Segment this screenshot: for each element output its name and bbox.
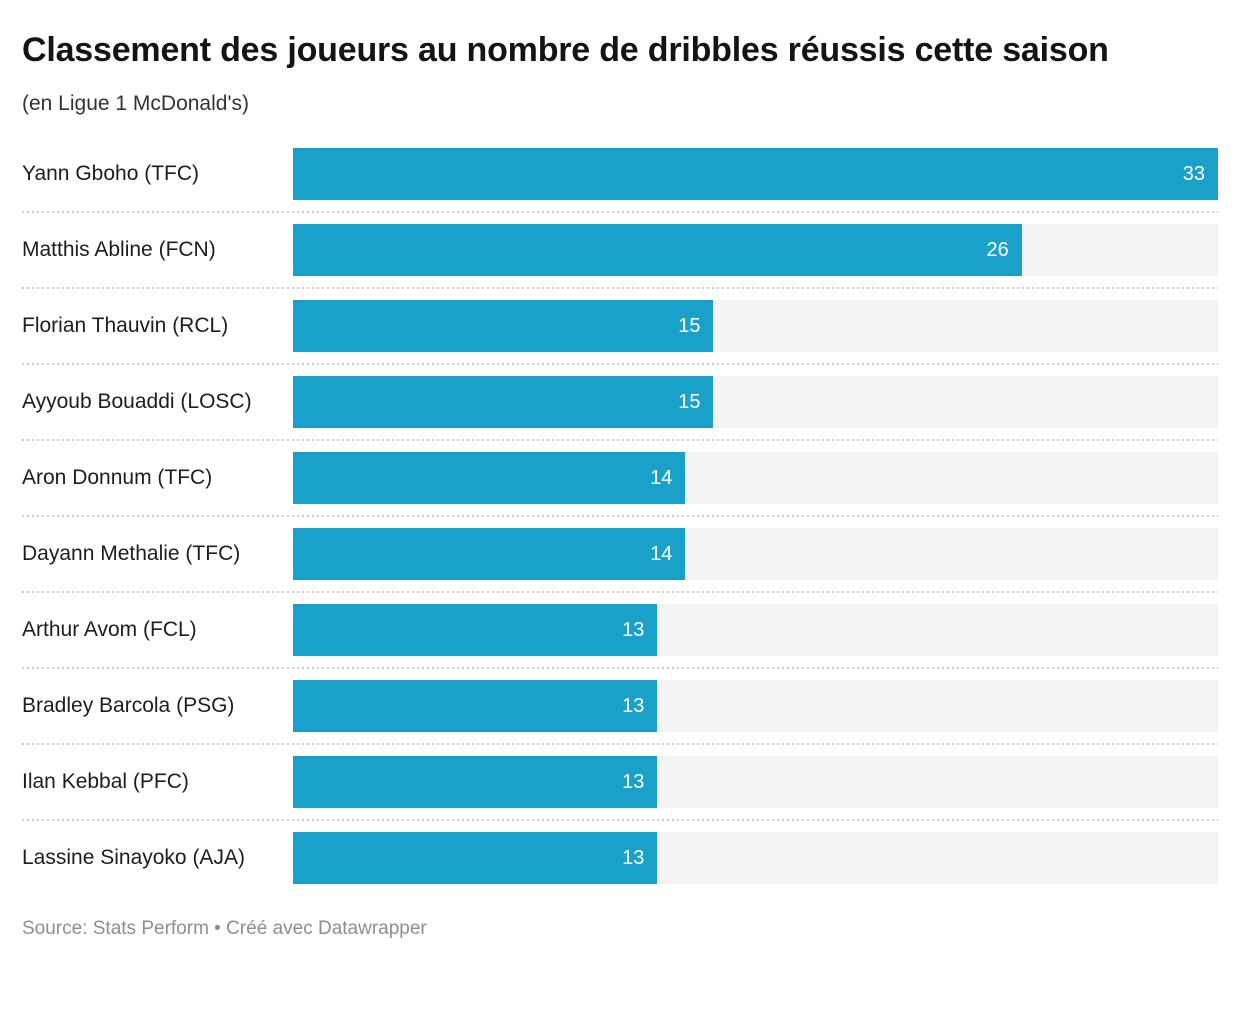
- chart-row: Lassine Sinayoko (AJA) 13: [22, 832, 1218, 884]
- bar-track: 33: [293, 148, 1218, 200]
- bar-value-label: 14: [650, 466, 673, 489]
- chart-subtitle: (en Ligue 1 McDonald's): [22, 92, 249, 115]
- row-separator: [22, 515, 1218, 517]
- bar[interactable]: 14: [293, 528, 686, 580]
- chart-row: Ayyoub Bouaddi (LOSC) 15: [22, 376, 1218, 428]
- bar-track: 13: [293, 680, 1218, 732]
- chart-row: Dayann Methalie (TFC) 14: [22, 528, 1218, 580]
- row-separator: [22, 743, 1218, 745]
- bar-track: 13: [293, 604, 1218, 656]
- bar-track: 13: [293, 832, 1218, 884]
- bar-value-label: 13: [622, 618, 645, 641]
- row-separator: [22, 287, 1218, 289]
- chart-title: Classement des joueurs au nombre de drib…: [22, 31, 1109, 69]
- bar-label: Florian Thauvin (RCL): [22, 314, 229, 337]
- bar-value-label: 26: [986, 238, 1009, 261]
- bar-value-label: 15: [678, 390, 701, 413]
- bar[interactable]: 13: [293, 604, 658, 656]
- row-separator: [22, 211, 1218, 213]
- bar[interactable]: 13: [293, 832, 658, 884]
- bar[interactable]: 13: [293, 680, 658, 732]
- row-separator: [22, 667, 1218, 669]
- bar-value-label: 33: [1182, 162, 1205, 185]
- bar-label: Ayyoub Bouaddi (LOSC): [22, 390, 252, 413]
- bar-value-label: 13: [622, 846, 645, 869]
- chart-row: Arthur Avom (FCL) 13: [22, 604, 1218, 656]
- bar[interactable]: 26: [293, 224, 1022, 276]
- bar[interactable]: 33: [293, 148, 1218, 200]
- bar-track: 15: [293, 376, 1218, 428]
- bar-track: 13: [293, 756, 1218, 808]
- chart-row: Yann Gboho (TFC) 33: [22, 148, 1218, 200]
- row-separator: [22, 819, 1218, 821]
- bar-value-label: 15: [678, 314, 701, 337]
- chart-row: Florian Thauvin (RCL) 15: [22, 300, 1218, 352]
- bar[interactable]: 15: [293, 376, 714, 428]
- chart-row: Ilan Kebbal (PFC) 13: [22, 756, 1218, 808]
- bar-track: 15: [293, 300, 1218, 352]
- bar-value-label: 13: [622, 694, 645, 717]
- chart-row: Bradley Barcola (PSG) 13: [22, 680, 1218, 732]
- row-separator: [22, 439, 1218, 441]
- bar-chart: Yann Gboho (TFC) 33 Matthis Abline (FCN) 26…: [22, 148, 1218, 884]
- bar-track: 14: [293, 528, 1218, 580]
- bar-label: Aron Donnum (TFC): [22, 466, 213, 489]
- chart-row: Aron Donnum (TFC) 14: [22, 452, 1218, 504]
- bar-label: Matthis Abline (FCN): [22, 238, 216, 261]
- bar-label: Bradley Barcola (PSG): [22, 694, 235, 717]
- row-separator: [22, 591, 1218, 593]
- bar-value-label: 13: [622, 770, 645, 793]
- bar-label: Arthur Avom (FCL): [22, 618, 197, 641]
- bar-label: Yann Gboho (TFC): [22, 162, 200, 185]
- bar-label: Lassine Sinayoko (AJA): [22, 846, 245, 869]
- source-line: Source: Stats Perform • Créé avec Datawr…: [22, 918, 427, 939]
- bar-value-label: 14: [650, 542, 673, 565]
- chart-container: Classement des joueurs au nombre de drib…: [22, 31, 1218, 939]
- bar-label: Dayann Methalie (TFC): [22, 542, 241, 565]
- bar[interactable]: 15: [293, 300, 714, 352]
- bar-track: 26: [293, 224, 1218, 276]
- bar[interactable]: 13: [293, 756, 658, 808]
- bar[interactable]: 14: [293, 452, 686, 504]
- bar-label: Ilan Kebbal (PFC): [22, 770, 189, 793]
- chart-row: Matthis Abline (FCN) 26: [22, 224, 1218, 276]
- bar-track: 14: [293, 452, 1218, 504]
- row-separator: [22, 363, 1218, 365]
